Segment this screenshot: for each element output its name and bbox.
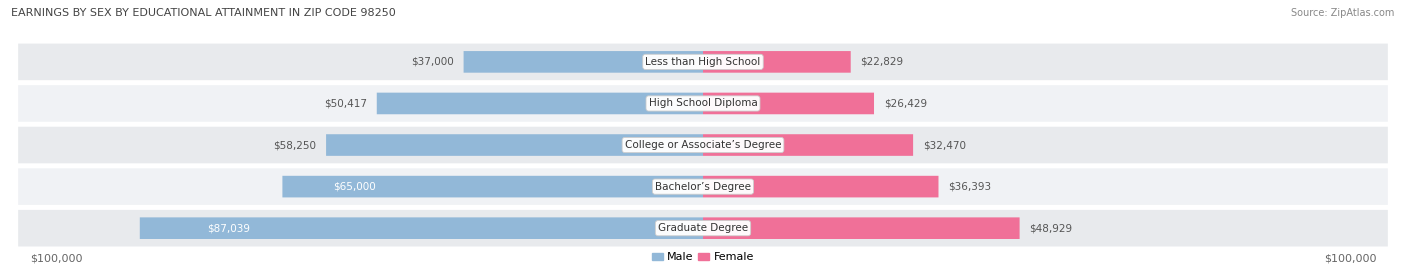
Text: $50,417: $50,417 bbox=[323, 98, 367, 109]
FancyBboxPatch shape bbox=[18, 127, 1388, 163]
FancyBboxPatch shape bbox=[283, 176, 703, 198]
FancyBboxPatch shape bbox=[18, 168, 1388, 205]
FancyBboxPatch shape bbox=[703, 93, 875, 114]
Text: $37,000: $37,000 bbox=[411, 57, 454, 67]
Text: Bachelor’s Degree: Bachelor’s Degree bbox=[655, 182, 751, 192]
FancyBboxPatch shape bbox=[18, 210, 1388, 247]
FancyBboxPatch shape bbox=[464, 51, 703, 73]
FancyBboxPatch shape bbox=[703, 134, 912, 156]
Text: $48,929: $48,929 bbox=[1029, 223, 1073, 233]
Text: $22,829: $22,829 bbox=[860, 57, 904, 67]
FancyBboxPatch shape bbox=[326, 134, 703, 156]
Text: Graduate Degree: Graduate Degree bbox=[658, 223, 748, 233]
Text: $36,393: $36,393 bbox=[948, 182, 991, 192]
Text: $87,039: $87,039 bbox=[207, 223, 250, 233]
Text: $26,429: $26,429 bbox=[884, 98, 927, 109]
FancyBboxPatch shape bbox=[377, 93, 703, 114]
Text: College or Associate’s Degree: College or Associate’s Degree bbox=[624, 140, 782, 150]
FancyBboxPatch shape bbox=[703, 51, 851, 73]
Text: $58,250: $58,250 bbox=[273, 140, 316, 150]
FancyBboxPatch shape bbox=[18, 44, 1388, 80]
FancyBboxPatch shape bbox=[703, 176, 938, 198]
Text: $32,470: $32,470 bbox=[922, 140, 966, 150]
FancyBboxPatch shape bbox=[18, 85, 1388, 122]
Text: EARNINGS BY SEX BY EDUCATIONAL ATTAINMENT IN ZIP CODE 98250: EARNINGS BY SEX BY EDUCATIONAL ATTAINMEN… bbox=[11, 8, 396, 18]
FancyBboxPatch shape bbox=[139, 217, 703, 239]
Text: Less than High School: Less than High School bbox=[645, 57, 761, 67]
Text: High School Diploma: High School Diploma bbox=[648, 98, 758, 109]
Text: Source: ZipAtlas.com: Source: ZipAtlas.com bbox=[1291, 8, 1395, 18]
FancyBboxPatch shape bbox=[703, 217, 1019, 239]
Text: $65,000: $65,000 bbox=[333, 182, 375, 192]
Legend: Male, Female: Male, Female bbox=[652, 252, 754, 262]
